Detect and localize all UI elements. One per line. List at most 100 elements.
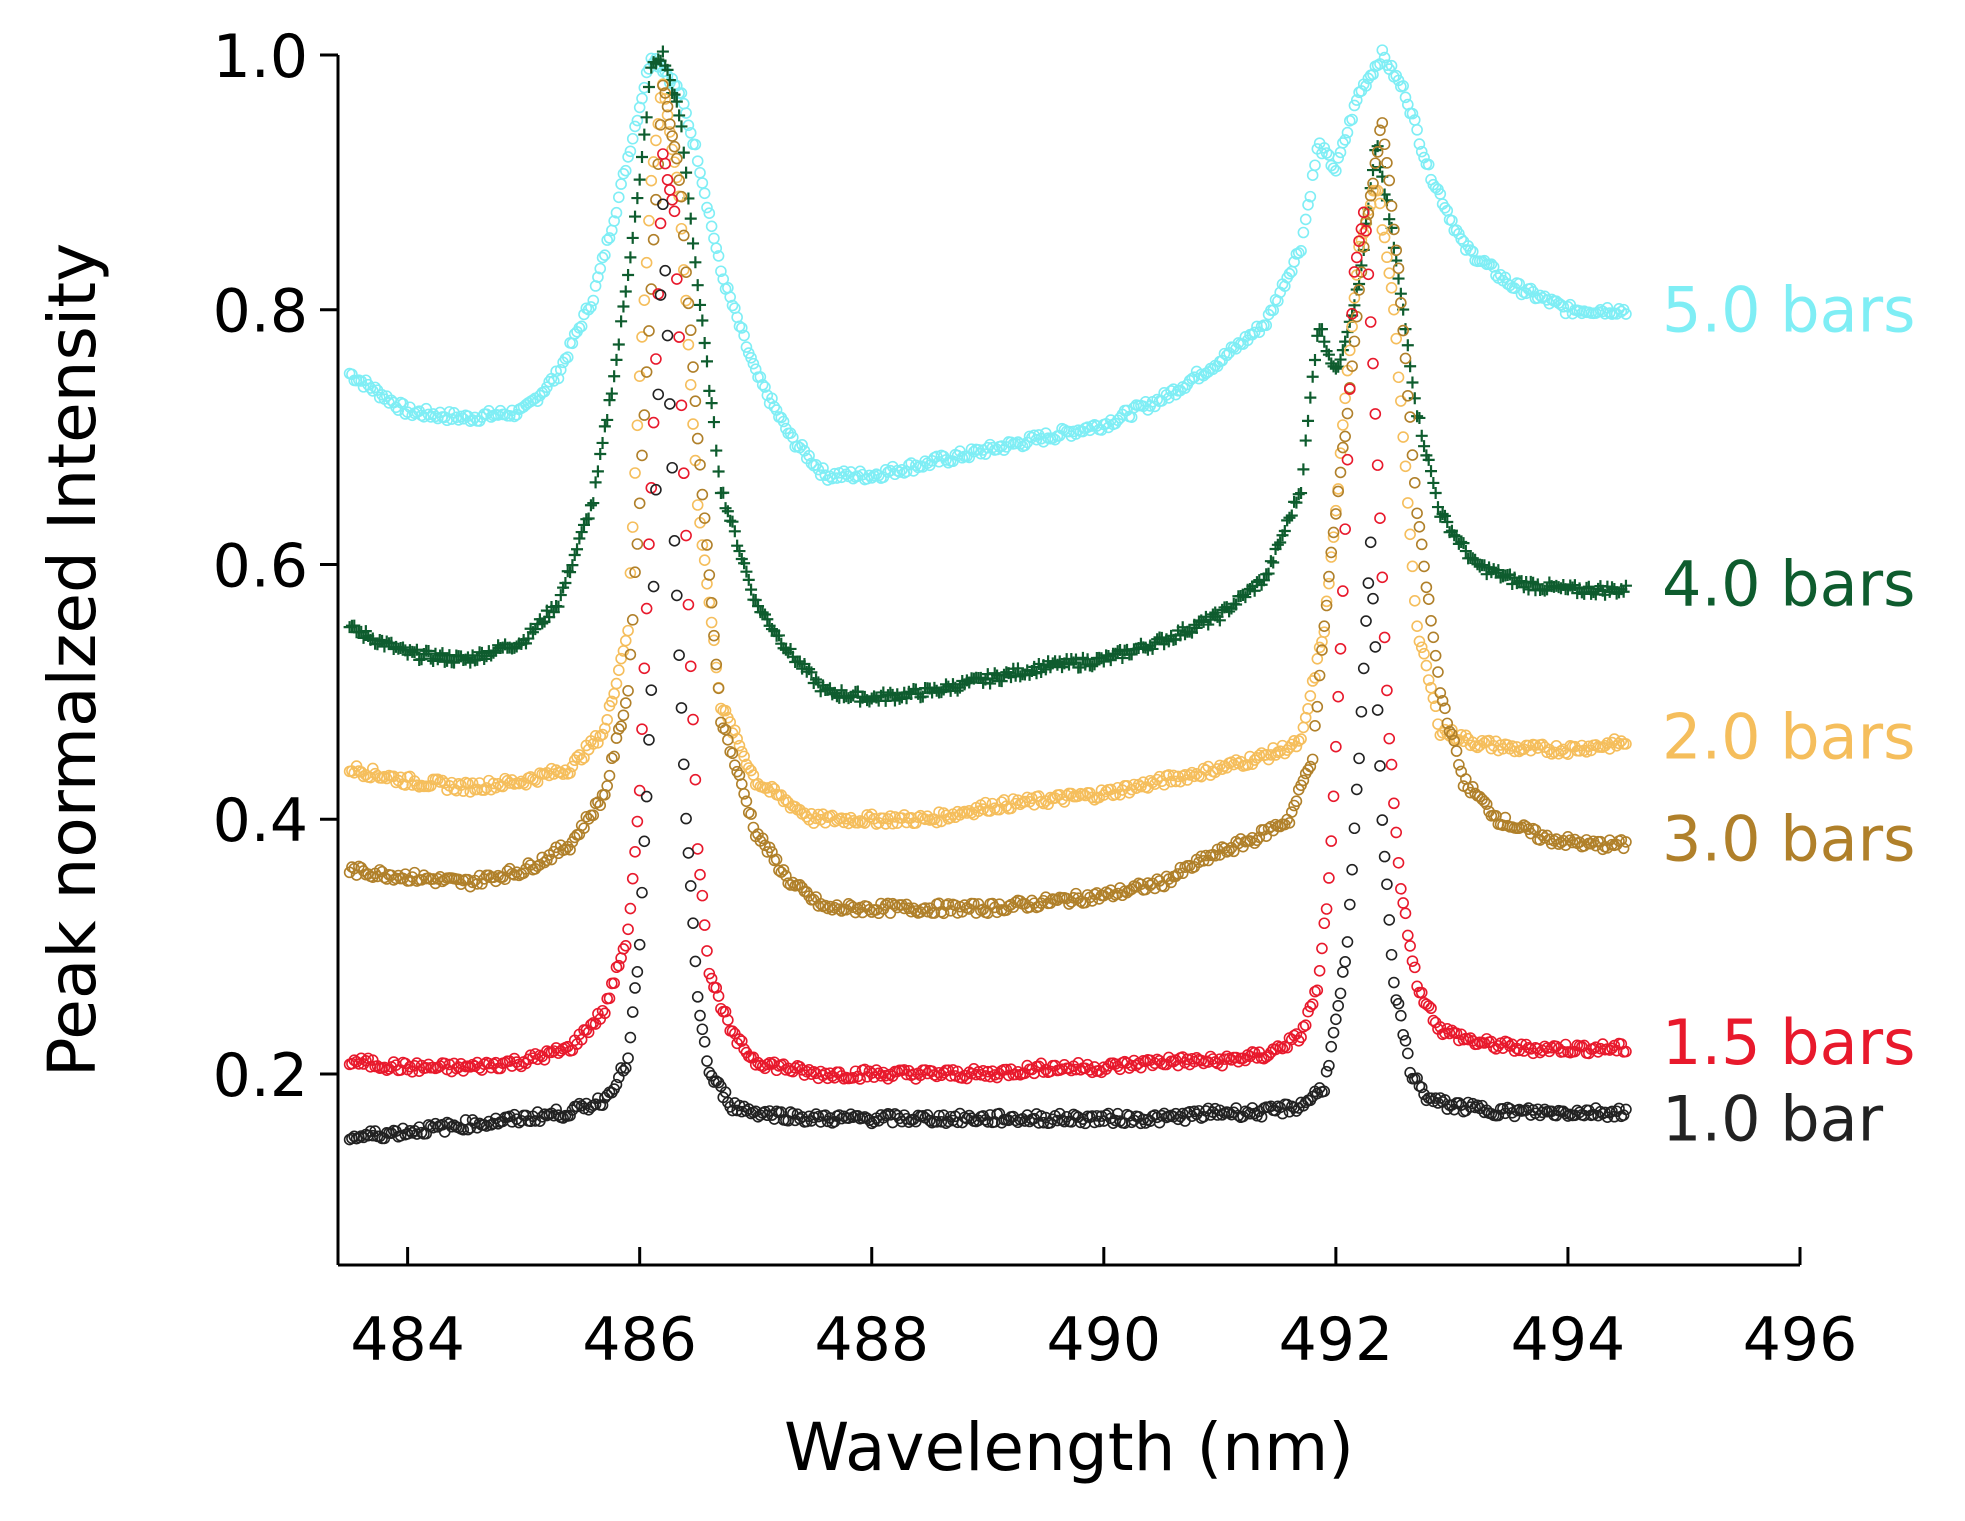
data-point — [1415, 429, 1428, 442]
data-point — [701, 201, 713, 214]
data-point — [1395, 297, 1407, 309]
data-point — [1350, 94, 1363, 106]
data-point — [988, 667, 1001, 680]
data-point — [582, 303, 595, 316]
ticks-layer: 484 486 488 490 492 494 496 0.2 0.4 0.6 0.8 1.0 — [213, 22, 1858, 1375]
data-point — [664, 398, 676, 410]
data-point — [735, 778, 748, 790]
data-point — [1213, 614, 1226, 627]
data-point — [729, 759, 741, 772]
data-point — [596, 251, 609, 264]
data-point — [612, 338, 625, 351]
data-point — [710, 444, 723, 457]
data-point — [668, 140, 681, 153]
data-point — [1197, 854, 1210, 867]
y-tick-label: 0.2 — [213, 1041, 308, 1111]
data-point — [696, 488, 709, 501]
data-point — [603, 769, 616, 782]
data-point — [740, 795, 753, 808]
data-point — [605, 387, 618, 400]
data-point — [633, 497, 646, 510]
data-point — [680, 266, 692, 279]
data-point — [1218, 347, 1231, 360]
data-point — [1325, 1040, 1338, 1053]
data-point — [1606, 1105, 1618, 1118]
data-point — [596, 728, 609, 741]
data-point — [673, 109, 686, 122]
data-point — [851, 685, 864, 698]
data-point — [696, 889, 709, 902]
data-point — [478, 652, 491, 665]
data-point — [719, 1005, 732, 1018]
data-point — [643, 538, 655, 550]
data-point — [726, 1025, 739, 1038]
data-point — [1432, 666, 1444, 678]
data-point — [1288, 256, 1300, 268]
data-point — [710, 661, 723, 674]
data-point — [1399, 91, 1412, 104]
data-point — [1334, 987, 1347, 1000]
data-point — [698, 337, 711, 350]
data-point — [1573, 745, 1586, 757]
data-point — [591, 465, 604, 478]
data-point — [626, 231, 639, 244]
data-point — [1415, 641, 1428, 654]
data-point — [394, 1129, 407, 1142]
data-point — [1341, 936, 1354, 948]
data-point — [1427, 476, 1440, 489]
data-point — [1308, 353, 1321, 366]
data-point — [612, 664, 625, 676]
data-point — [1367, 177, 1379, 190]
data-point — [1197, 1057, 1210, 1070]
data-point — [1411, 410, 1424, 423]
data-point — [1327, 162, 1340, 175]
data-point — [1288, 734, 1300, 747]
data-point — [1402, 497, 1414, 509]
data-point — [677, 264, 690, 276]
data-point — [1385, 948, 1398, 961]
data-point — [1353, 235, 1365, 247]
data-point — [1402, 1047, 1414, 1060]
data-point — [1316, 644, 1328, 656]
data-point — [1399, 352, 1412, 365]
data-point — [624, 902, 637, 915]
data-point — [670, 95, 683, 108]
data-point — [689, 138, 702, 151]
data-point — [1037, 797, 1050, 810]
data-point — [1350, 783, 1363, 796]
y-tick-label: 1.0 — [213, 22, 308, 92]
data-point — [1617, 842, 1630, 855]
data-point — [1337, 441, 1349, 454]
data-point — [353, 1058, 365, 1070]
data-point — [1617, 585, 1630, 598]
data-point — [622, 684, 634, 697]
data-point — [585, 301, 597, 313]
data-point — [745, 808, 757, 820]
data-point — [571, 543, 584, 556]
data-point — [875, 897, 887, 910]
data-point — [422, 644, 435, 657]
y-tick-label: 0.4 — [213, 786, 308, 856]
data-point — [1383, 914, 1396, 926]
data-point — [1279, 280, 1291, 292]
data-point — [835, 1112, 848, 1125]
data-point — [1367, 68, 1379, 81]
data-point — [615, 720, 627, 732]
data-point — [1322, 348, 1335, 361]
data-point — [599, 249, 611, 261]
data-point — [965, 443, 978, 455]
data-point — [1457, 537, 1470, 550]
data-point — [1327, 1026, 1340, 1039]
data-point — [640, 790, 653, 803]
data-point — [1355, 259, 1368, 272]
data-point — [612, 723, 625, 735]
axes-layer — [336, 55, 1800, 1267]
data-point — [656, 45, 669, 58]
data-point — [594, 799, 607, 812]
data-point — [1408, 595, 1421, 607]
data-point — [812, 463, 825, 476]
data-point — [1385, 59, 1398, 72]
x-tick-label: 488 — [814, 1305, 929, 1375]
data-point — [610, 353, 623, 366]
data-point — [722, 1014, 734, 1026]
